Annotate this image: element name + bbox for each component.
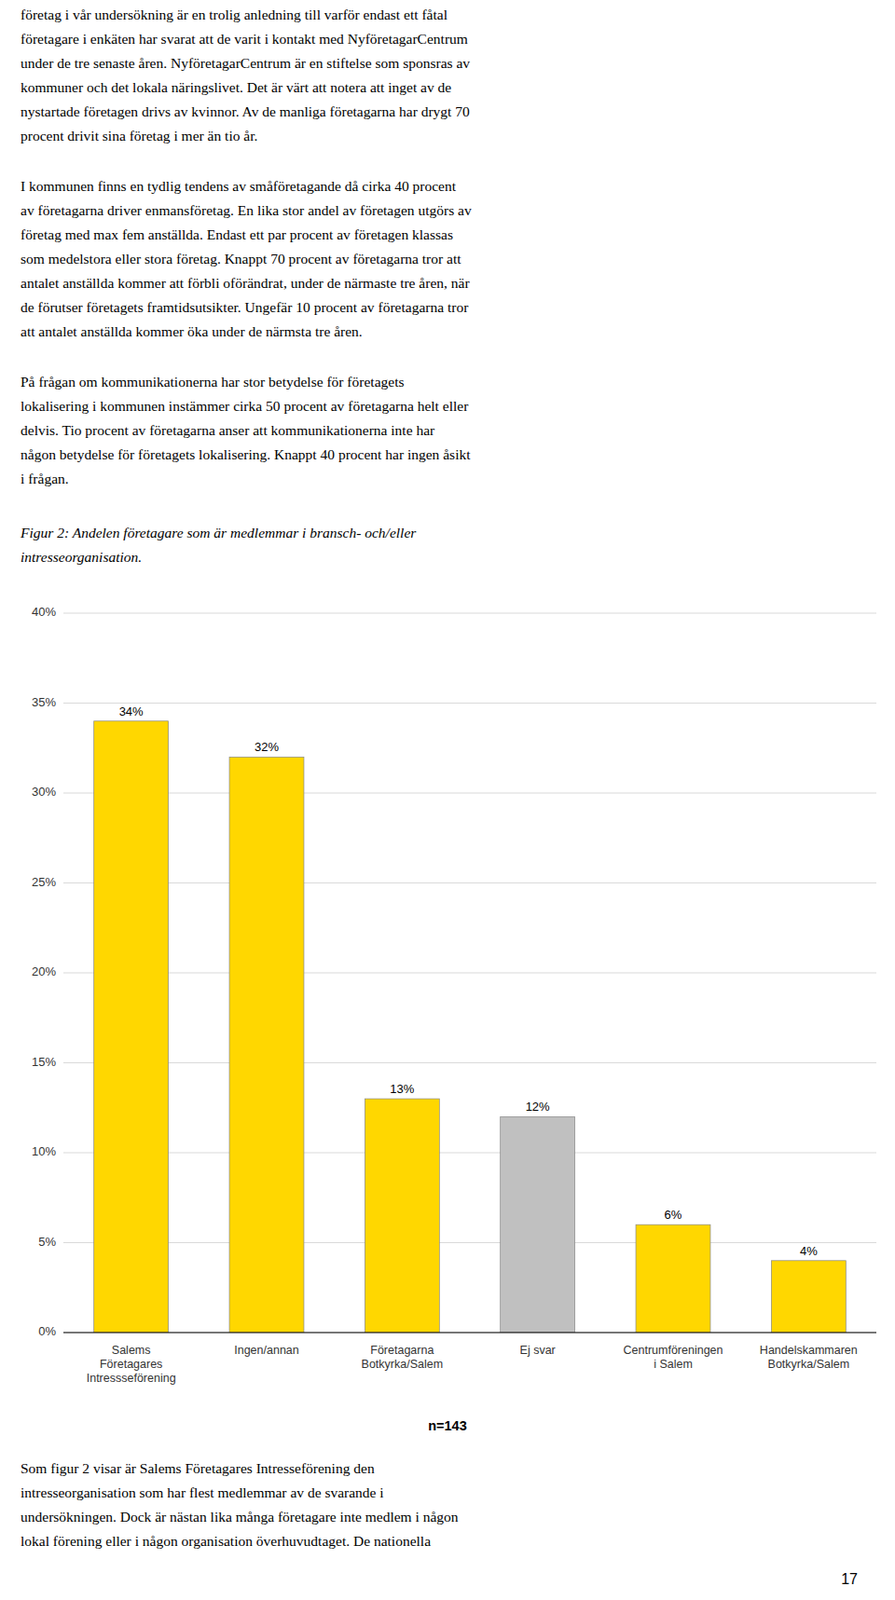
text-line: företag i vår undersökning är en trolig … [20,6,448,23]
text-line: kommuner och det lokala näringslivet. De… [20,79,452,96]
x-tick-label: HandelskammarenBotkyrka/Salem [759,1344,858,1372]
data-label: 12% [525,1100,551,1115]
bar [229,757,304,1334]
text-line: nystartade företagen drivs av kvinnor. A… [20,103,470,120]
data-label: 4% [799,1244,818,1259]
y-tick-label: 30% [31,784,56,799]
bar [364,1099,440,1334]
bar [500,1116,576,1334]
grid-line [63,1242,877,1244]
y-tick-label: 10% [31,1144,56,1159]
text-line: av företagarna driver enmansföretag. En … [20,202,472,219]
text-line: På frågan om kommunikationerna har stor … [20,373,404,390]
grid-line [63,613,877,615]
bar [771,1261,846,1334]
x-tick-label: SalemsFöretagaresIntressseförening [86,1344,177,1386]
text-line: företagare i enkäten har svarat att de v… [20,30,469,47]
chart: 0% 5% 10% 15% 20% 25% 30% 35% 40% 34% 32% 13% 12% 6% 4… [31,605,877,1434]
data-label: 34% [119,704,144,719]
text-line: företag med max fem anställda. Endast et… [20,226,454,243]
bars [94,721,847,1334]
grid-line [63,793,877,795]
y-tick-label: 0% [38,1324,56,1339]
text-line: Figur 2: Andelen företagare som är medle… [19,524,417,541]
text-line: undersökningen. Dock är nästan lika mång… [20,1509,459,1526]
text-line: att antalet anställda kommer öka under d… [20,323,363,340]
text-line: lokal förening eller i någon organisatio… [20,1533,431,1550]
y-tick-label: 35% [31,695,56,710]
text-line: delvis. Tio procent av företagarna anser… [20,422,436,439]
data-label: 32% [254,740,279,755]
y-tick-label: 20% [31,964,56,979]
data-label: 13% [389,1082,414,1097]
text-line: de förutser företagets framtidsutsikter.… [20,299,469,316]
text-line: intresseorganisation som har flest medle… [20,1485,385,1501]
text-line: under de tre senaste åren. NyföretagarCe… [20,55,470,71]
x-tick-label: Ingen/annan [234,1344,300,1358]
text-line: antalet anställda kommer att förbli oför… [20,275,470,291]
y-tick-label: 15% [31,1055,56,1070]
x-tick-label: FöretagarnaBotkyrka/Salem [361,1344,444,1372]
text-line: någon betydelse för företagets lokaliser… [20,446,471,463]
text-line: lokalisering i kommunen instämmer cirka … [20,398,469,414]
grid-line [63,973,877,975]
y-tick-label: 25% [31,875,56,890]
bar [94,721,169,1334]
grid-line [63,1153,877,1155]
text-line: som medelstora eller stora företag. Knap… [20,250,462,267]
annotation: n=143 [427,1418,468,1434]
grid-line [63,702,877,704]
data-label: 6% [664,1208,683,1223]
grid-line [63,1333,877,1335]
x-tick-label: Ej svar [520,1344,556,1358]
y-tick-label: 40% [31,605,56,620]
grid-line [63,882,877,884]
text-line: procent drivit sina företag i mer än tio… [20,127,258,144]
y-tick-label: 5% [38,1235,56,1250]
text-line: Som figur 2 visar är Salems Företagares … [20,1460,375,1477]
x-tick-label: Centrumföreningeni Salem [622,1344,723,1372]
text-line: intresseorganisation. [20,549,142,565]
page: företag i vår undersökning är en trolig … [0,0,895,1600]
grid-line [63,1062,877,1064]
x-axis-line [63,1333,877,1335]
text-line: i frågan. [20,470,69,487]
text-line: I kommunen finns en tydlig tendens av sm… [20,178,457,194]
bar [635,1225,711,1334]
page-number: 17 [840,1571,858,1588]
